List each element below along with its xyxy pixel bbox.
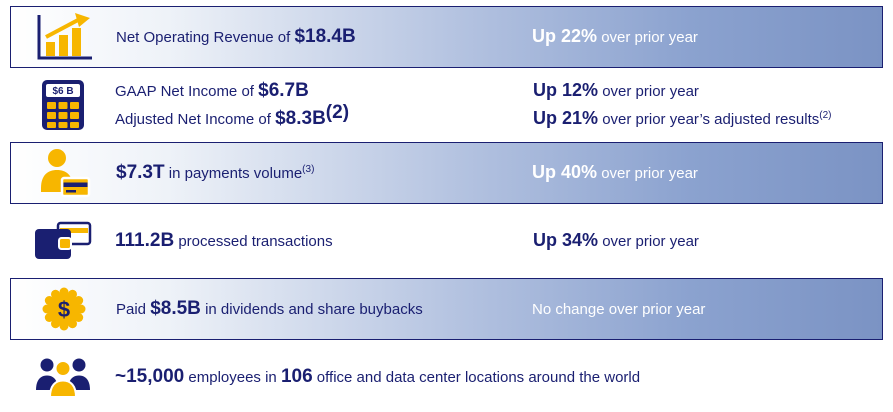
row-description-employees: ~15,000 employees in 106 office and data… xyxy=(115,363,883,391)
text-line: Up 40% over prior year xyxy=(532,159,882,187)
stat-text: Paid xyxy=(116,301,151,318)
bar-chart-growth-icon xyxy=(11,13,116,61)
text-line: No change over prior year xyxy=(532,296,882,323)
stat-text: over prior year xyxy=(598,83,699,100)
text-line: Adjusted Net Income of $8.3B(2) xyxy=(115,102,525,133)
text-line: $7.3T in payments volume(3) xyxy=(116,159,524,187)
row-comparison-net-income: Up 12% over prior year Up 21% over prior … xyxy=(533,77,883,133)
highlight-row-processed-transactions: 111.2B processed transactions Up 34% over… xyxy=(10,210,883,272)
row-description-processed-transactions: 111.2B processed transactions xyxy=(115,227,533,255)
stat-text: Adjusted Net Income of xyxy=(115,111,276,128)
stat-text: (2) xyxy=(819,110,832,121)
stat-text: (3) xyxy=(302,164,315,175)
text-line: Net Operating Revenue of $18.4B xyxy=(116,23,524,51)
highlight-row-payments-volume: $7.3T in payments volume(3) Up 40% over p… xyxy=(10,142,883,204)
stat-text: employees in xyxy=(184,369,281,386)
calculator-icon: $6 B xyxy=(10,79,115,131)
stat-value: $18.4B xyxy=(294,26,356,47)
row-comparison-processed-transactions: Up 34% over prior year xyxy=(533,227,883,255)
row-comparison-net-operating-revenue: Up 22% over prior year xyxy=(532,23,882,51)
row-description-dividends-buybacks: Paid $8.5B in dividends and share buybac… xyxy=(116,295,532,323)
stat-text: in dividends and share buybacks xyxy=(200,301,423,318)
stat-text: over prior year xyxy=(597,29,698,46)
stat-text: Net Operating Revenue of xyxy=(116,29,295,46)
stat-text: over prior year’s adjusted results xyxy=(598,111,820,128)
stat-text: No change over prior year xyxy=(532,300,706,318)
stat-text: over prior year xyxy=(598,233,699,250)
stat-value: Up 22% xyxy=(532,26,598,46)
text-line: Up 34% over prior year xyxy=(533,227,883,255)
people-group-icon xyxy=(10,356,115,398)
stat-value: $8.3B xyxy=(275,108,326,129)
stat-value: ~15,000 xyxy=(115,366,185,387)
row-description-net-operating-revenue: Net Operating Revenue of $18.4B xyxy=(116,23,532,51)
stat-value: 111.2B xyxy=(115,230,175,251)
stat-text: office and data center locations around … xyxy=(312,369,641,386)
stat-value: Up 12% xyxy=(533,80,599,100)
stat-text: in payments volume xyxy=(164,165,303,182)
row-comparison-dividends-buybacks: No change over prior year xyxy=(532,296,882,323)
stat-value: Up 21% xyxy=(533,108,599,128)
highlight-row-dividends-buybacks: $ Paid $8.5B in dividends and share buyba… xyxy=(10,278,883,340)
stat-text: over prior year xyxy=(597,165,698,182)
text-line: Paid $8.5B in dividends and share buybac… xyxy=(116,295,524,323)
stat-value: $6.7B xyxy=(258,80,309,101)
highlight-row-net-income: $6 B GAAP Net Income of $6.7B Adjusted Net… xyxy=(10,74,883,136)
svg-text:$: $ xyxy=(57,297,69,322)
stat-value: (2) xyxy=(325,102,350,123)
stat-value: Up 34% xyxy=(533,230,599,250)
text-line: ~15,000 employees in 106 office and data… xyxy=(115,363,875,391)
row-description-net-income: GAAP Net Income of $6.7B Adjusted Net Inc… xyxy=(115,77,533,133)
stat-text: processed transactions xyxy=(174,233,333,250)
highlight-row-employees: ~15,000 employees in 106 office and data… xyxy=(10,346,883,408)
wallet-card-icon xyxy=(10,218,115,264)
stat-value: 106 xyxy=(280,366,313,387)
highlight-row-net-operating-revenue: Net Operating Revenue of $18.4B Up 22% ov… xyxy=(10,6,883,68)
text-line: GAAP Net Income of $6.7B xyxy=(115,77,525,105)
row-comparison-payments-volume: Up 40% over prior year xyxy=(532,159,882,187)
text-line: Up 22% over prior year xyxy=(532,23,882,51)
dollar-badge-icon: $ xyxy=(11,286,116,332)
stat-value: $7.3T xyxy=(116,162,165,183)
stat-value: Up 40% xyxy=(532,162,598,182)
person-card-icon xyxy=(11,148,116,198)
text-line: Up 21% over prior year’s adjusted result… xyxy=(533,105,883,133)
highlights-list: Net Operating Revenue of $18.4B Up 22% ov… xyxy=(10,6,883,408)
svg-text:$6 B: $6 B xyxy=(52,86,73,97)
stat-text: GAAP Net Income of xyxy=(115,83,259,100)
text-line: 111.2B processed transactions xyxy=(115,227,525,255)
text-line: Up 12% over prior year xyxy=(533,77,883,105)
stat-value: $8.5B xyxy=(150,298,201,319)
row-description-payments-volume: $7.3T in payments volume(3) xyxy=(116,159,532,187)
